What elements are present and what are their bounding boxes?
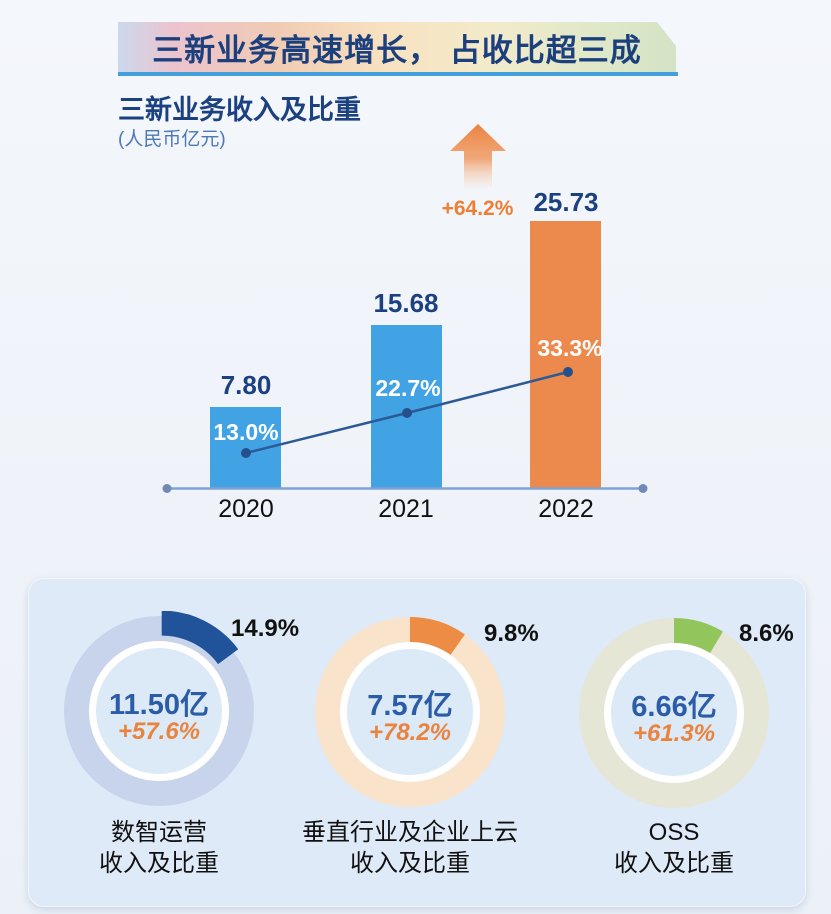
growth-arrow-icon [450, 124, 506, 188]
donut-chart-oss [579, 618, 769, 808]
donut-share-oss: 8.6% [739, 620, 794, 647]
bar-share-2021: 22.7% [375, 375, 441, 401]
donut-caption-oss: OSS 收入及比重 [614, 819, 734, 877]
banner-title-text: 三新业务高速增长， 占收比超三成 [152, 32, 642, 68]
axis-end-dot-right [638, 484, 648, 493]
donut-chart-vertical-cloud [315, 617, 505, 807]
banner-underline [118, 72, 678, 76]
donut-value-vertical-cloud: 7.57亿 [367, 690, 453, 722]
bar-share-2020: 13.0% [213, 419, 279, 445]
bar-share-2022: 33.3% [537, 335, 603, 361]
donut-growth-oss: +61.3% [632, 720, 716, 747]
summary-card: 14.9% 11.50亿 +57.6% 数智运营 收入及比重 9.8% 7.57… [28, 578, 806, 907]
donut-growth-digital-ops: +57.6% [117, 718, 201, 745]
chart-unit-label: (人民币亿元) [118, 129, 226, 150]
donut-value-oss: 6.66亿 [631, 691, 717, 723]
donut-caption-digital-ops: 数智运营 收入及比重 [99, 819, 219, 877]
donut-growth-vertical-cloud: +78.2% [368, 719, 452, 746]
bar-value-2020: 7.80 [220, 370, 272, 400]
bar-2021 [371, 325, 442, 488]
bar-value-2022: 25.73 [533, 187, 599, 217]
x-axis-label-2022: 2022 [538, 495, 594, 523]
donut-chart-digital-ops [64, 611, 257, 806]
bar-value-2021: 15.68 [373, 288, 439, 318]
yoy-growth-label: +64.2% [441, 197, 514, 220]
x-axis-label-2020: 2020 [218, 495, 274, 523]
donut-caption-vertical-cloud: 垂直行业及企业上云 收入及比重 [302, 819, 518, 877]
chart-title: 三新业务收入及比重 [118, 95, 361, 125]
donut-share-vertical-cloud: 9.8% [484, 620, 539, 647]
banner-title: 三新业务高速增长， 占收比超三成 [118, 22, 676, 72]
x-axis-label-2021: 2021 [378, 495, 434, 523]
donut-value-digital-ops: 11.50亿 [109, 689, 209, 721]
axis-end-dot-left [162, 484, 172, 493]
donut-share-digital-ops: 14.9% [231, 615, 300, 642]
